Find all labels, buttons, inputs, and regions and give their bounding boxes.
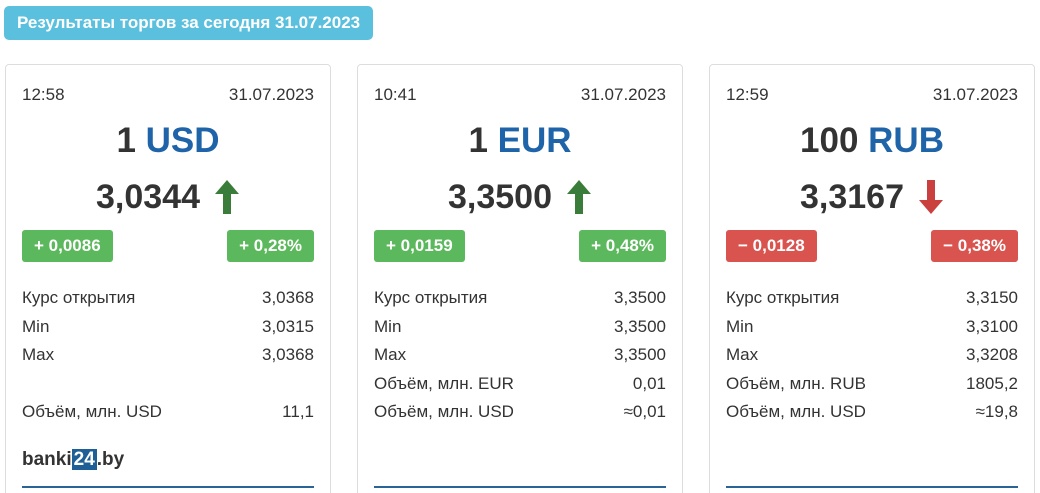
stat-row: Объём, млн. USD ≈0,01 (374, 398, 666, 427)
date: 31.07.2023 (228, 85, 314, 104)
time: 12:59 (726, 85, 769, 104)
amount: 1 (468, 121, 488, 160)
stat-value: 3,0368 (262, 345, 314, 364)
stat-value: 3,3500 (614, 288, 666, 307)
rate-row: 3,3500 (374, 177, 666, 217)
card-title: 1 EUR (374, 121, 666, 161)
stat-value: 3,0368 (262, 288, 314, 307)
card-header: 10:41 31.07.2023 (374, 85, 666, 107)
change-absolute: + 0,0086 (22, 230, 113, 262)
change-badges: − 0,0128 − 0,38% (726, 230, 1018, 262)
stat-row: Объём, млн. EUR 0,01 (374, 370, 666, 399)
change-badges: + 0,0086 + 0,28% (22, 230, 314, 262)
change-percent: − 0,38% (931, 230, 1018, 262)
currency: USD (145, 121, 220, 160)
stat-label: Min (22, 316, 50, 336)
divider (374, 486, 666, 488)
rate-row: 3,3167 (726, 177, 1018, 217)
stat-value: 3,3500 (614, 316, 666, 336)
change-percent: + 0,48% (579, 230, 666, 262)
card-header: 12:58 31.07.2023 (22, 85, 314, 107)
change-absolute: + 0,0159 (374, 230, 465, 262)
stat-label: Объём, млн. RUB (726, 373, 866, 393)
rate: 3,3167 (800, 177, 904, 216)
stat-label: Max (374, 345, 407, 364)
stat-row: Объём, млн. USD 11,1 (22, 398, 314, 427)
stat-value: 0,01 (632, 373, 666, 393)
logo-part: banki (22, 448, 72, 470)
logo-part: 24 (71, 448, 97, 470)
stat-row: Max 3,0368 (22, 341, 314, 370)
stat-label: Min (726, 316, 754, 336)
logo: banki 24 .by (22, 448, 314, 471)
trend-arrow (215, 180, 239, 214)
stat-value: 3,0315 (262, 316, 314, 336)
stat-label: Курс открытия (22, 288, 136, 307)
currency-card: 10:41 31.07.2023 1 EUR 3,3500 + 0,0159 + 0,48… (357, 64, 683, 493)
divider (22, 486, 314, 488)
stat-label: Объём, млн. USD (726, 402, 866, 421)
card-header: 12:59 31.07.2023 (726, 85, 1018, 107)
stat-label: Курс открытия (726, 288, 840, 307)
stat-row: Max 3,3500 (374, 341, 666, 370)
stat-row: Объём, млн. RUB 1805,2 (726, 370, 1018, 399)
change-percent: + 0,28% (227, 230, 314, 262)
divider (726, 486, 1018, 488)
rate: 3,0344 (96, 177, 200, 216)
stat-value: 3,3150 (966, 288, 1018, 307)
currency-card: 12:58 31.07.2023 1 USD 3,0344 + 0,0086 + 0,28… (5, 64, 331, 493)
stat-row: Курс открытия 3,0368 (22, 284, 314, 313)
stat-label: Объём, млн. USD (374, 402, 514, 421)
stats: Курс открытия 3,3500 Min 3,3500 Max 3,3500 Объ… (374, 284, 666, 427)
stat-row: Курс открытия 3,3500 (374, 284, 666, 313)
stat-row: Курс открытия 3,3150 (726, 284, 1018, 313)
change-badges: + 0,0159 + 0,48% (374, 230, 666, 262)
date: 31.07.2023 (932, 85, 1018, 104)
stat-row: Max 3,3208 (726, 341, 1018, 370)
stat-value: ≈19,8 (975, 402, 1018, 421)
card-title: 1 USD (22, 121, 314, 161)
amount: 100 (800, 121, 859, 160)
change-absolute: − 0,0128 (726, 230, 817, 262)
stat-label: Min (374, 316, 402, 336)
stat-value: 11,1 (282, 402, 314, 421)
trend-arrow (567, 180, 591, 214)
stat-row: Объём, млн. USD ≈19,8 (726, 398, 1018, 427)
header-title: Результаты торгов за сегодня 31.07.2023 (4, 6, 374, 40)
time: 10:41 (374, 85, 417, 104)
stats: Курс открытия 3,0368 Min 3,0315 Max 3,0368 Объ… (22, 284, 314, 427)
time: 12:58 (22, 85, 65, 104)
stat-value: ≈0,01 (623, 402, 666, 421)
stat-label: Max (22, 345, 55, 364)
stat-value: 3,3100 (966, 316, 1018, 336)
stat-label: Max (726, 345, 759, 364)
rate-row: 3,0344 (22, 177, 314, 217)
stat-value: 1805,2 (966, 373, 1018, 393)
stat-label: Объём, млн. EUR (374, 373, 514, 393)
trend-arrow (919, 180, 943, 214)
currency: EUR (497, 121, 572, 160)
stat-row: Min 3,0315 (22, 313, 314, 342)
currency-card: 12:59 31.07.2023 100 RUB 3,3167− 0,0128− 0,… (709, 64, 1035, 493)
card-title: 100 RUB (726, 121, 1018, 161)
currency: RUB (868, 121, 944, 160)
rate: 3,3500 (448, 177, 552, 216)
logo-part: .by (96, 448, 125, 470)
stat-row: Min 3,3500 (374, 313, 666, 342)
amount: 1 (116, 121, 136, 160)
stats: Курс открытия 3,3150 Min 3,3100 Max 3,3208 Объ… (726, 284, 1018, 427)
stat-label: Объём, млн. USD (22, 402, 162, 421)
stat-value: 3,3500 (614, 345, 666, 364)
stat-row: Min 3,3100 (726, 313, 1018, 342)
stat-label: Курс открытия (374, 288, 488, 307)
date: 31.07.2023 (580, 85, 666, 104)
stat-value: 3,3208 (966, 345, 1018, 364)
